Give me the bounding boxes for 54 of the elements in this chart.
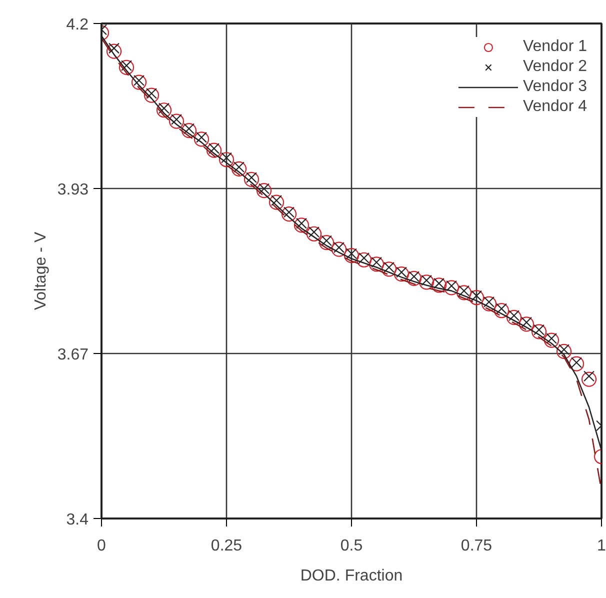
point: [368, 256, 384, 272]
point: [431, 278, 447, 293]
point: [306, 226, 322, 242]
point: [318, 235, 334, 250]
point: [144, 88, 160, 103]
point: [556, 344, 572, 359]
point: [406, 270, 422, 286]
point: [156, 102, 172, 118]
point: [568, 356, 584, 372]
y-tick-label: 3.93: [57, 182, 89, 199]
point: [531, 324, 547, 340]
point: [244, 172, 260, 187]
point: [356, 252, 372, 268]
point: [281, 206, 297, 222]
y-tick-label: 3.4: [66, 512, 89, 528]
x-tick-label: 1: [597, 538, 606, 554]
x-tick-label: 0.5: [340, 538, 363, 554]
point: [544, 332, 560, 348]
point: [381, 262, 397, 277]
point: [181, 123, 197, 138]
legend-label: Vendor 3: [522, 78, 587, 96]
point: [268, 194, 284, 210]
point: [194, 132, 210, 147]
point: [394, 266, 410, 282]
x-tick-label: 0: [97, 538, 106, 554]
point: [331, 242, 347, 257]
y-axis-title: Voltage - V: [32, 232, 50, 310]
point: [418, 274, 434, 290]
y-tick-label: 4.2: [66, 16, 89, 34]
point: [106, 44, 122, 59]
point: [481, 296, 497, 312]
point: [444, 280, 460, 296]
point: [118, 60, 134, 75]
point: [131, 74, 147, 90]
point: [168, 114, 184, 129]
x-tick-label: 0.75: [460, 538, 492, 554]
point: [468, 290, 484, 306]
point: [456, 285, 472, 300]
point: [256, 183, 272, 198]
point: [581, 372, 597, 387]
legend-label: Vendor 4: [522, 98, 587, 116]
point: [344, 248, 360, 264]
point: [218, 152, 234, 168]
point: [506, 310, 522, 325]
legend-label: Vendor 2: [522, 58, 587, 76]
x-axis-title: DOD. Fraction: [300, 568, 403, 584]
point: [206, 142, 222, 158]
point: [294, 218, 310, 233]
y-tick-label: 3.67: [57, 346, 89, 364]
legend-label: Vendor 1: [522, 38, 587, 56]
point: [518, 316, 534, 332]
x-tick-label: 0.25: [210, 538, 242, 554]
point: [231, 161, 247, 176]
point: [494, 303, 510, 318]
